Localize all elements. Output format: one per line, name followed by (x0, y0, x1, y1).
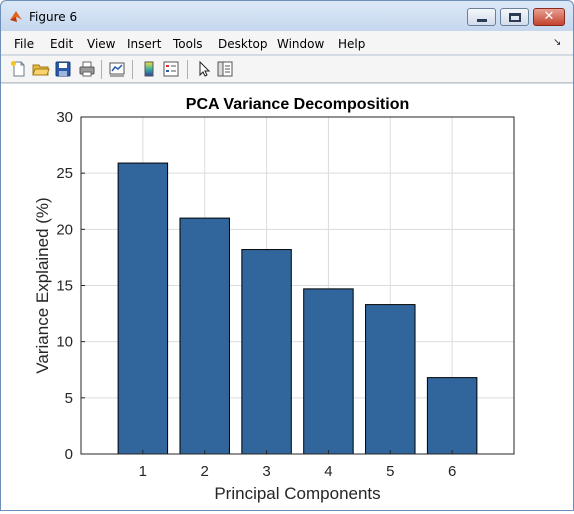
matlab-app-icon (10, 11, 22, 22)
y-tick-label: 10 (56, 334, 73, 351)
toolbar-separator (101, 60, 102, 79)
toolbar-separator (187, 60, 188, 79)
window-title: Figure 6 (29, 10, 78, 24)
x-tick-label: 3 (262, 463, 270, 480)
bar-pc-4 (303, 288, 354, 455)
figure-toolbar (1, 56, 573, 83)
bar-pc-3 (241, 249, 292, 455)
menu-insert[interactable]: Insert (127, 37, 162, 51)
minimize-button[interactable] (467, 8, 496, 26)
menu-bar: File Edit View Insert Tools Desktop Wind… (1, 31, 573, 55)
menu-tools[interactable]: Tools (173, 37, 203, 51)
x-axis-label: Principal Components (214, 484, 380, 503)
menu-help[interactable]: Help (338, 37, 366, 51)
y-tick-label: 25 (56, 165, 73, 182)
link-plot-icon[interactable] (108, 60, 126, 78)
bar-pc-2 (179, 217, 230, 455)
menu-overflow-icon[interactable]: ↘ (553, 37, 562, 48)
minimize-icon (477, 19, 487, 22)
axis-ticks: 0 5 10 15 20 25 30 1 2 3 4 5 6 (56, 109, 456, 480)
menu-view[interactable]: View (87, 37, 116, 51)
y-tick-label: 20 (56, 221, 73, 238)
bar-chart[interactable]: 0 5 10 15 20 25 30 1 2 3 4 5 6 PCA Variance Decompos… (1, 84, 573, 510)
menu-file[interactable]: File (14, 37, 35, 51)
chart-title: PCA Variance Decomposition (186, 96, 409, 113)
print-icon[interactable] (78, 60, 96, 78)
x-tick-label: 1 (139, 463, 147, 480)
x-tick-label: 6 (448, 463, 456, 480)
insert-legend-icon[interactable] (162, 60, 180, 78)
bar-pc-5 (365, 304, 416, 455)
bar-pc-6 (426, 377, 478, 455)
y-axis-label: Variance Explained (%) (33, 197, 52, 373)
new-figure-icon[interactable] (10, 60, 28, 78)
save-icon[interactable] (54, 60, 72, 78)
pointer-icon[interactable] (195, 60, 213, 78)
menu-desktop[interactable]: Desktop (218, 37, 268, 51)
x-tick-label: 5 (386, 463, 394, 480)
insert-colorbar-icon[interactable] (140, 60, 158, 78)
bar-pc-1 (117, 162, 169, 455)
y-tick-label: 5 (65, 390, 73, 407)
maximize-icon (509, 13, 521, 22)
x-tick-label: 4 (324, 463, 332, 480)
menu-window[interactable]: Window (277, 37, 325, 51)
menu-edit[interactable]: Edit (50, 37, 74, 51)
bar-series (117, 162, 478, 455)
y-tick-label: 0 (65, 446, 73, 463)
x-tick-label: 2 (201, 463, 209, 480)
toolbar-separator (132, 60, 133, 79)
close-icon: ✕ (543, 9, 555, 24)
y-tick-label: 15 (56, 278, 73, 295)
open-file-icon[interactable] (32, 60, 50, 78)
maximize-button[interactable] (500, 8, 529, 26)
close-button[interactable]: ✕ (533, 8, 565, 26)
title-bar[interactable]: Figure 6 ✕ (1, 1, 573, 31)
figure-canvas: 0 5 10 15 20 25 30 1 2 3 4 5 6 PCA Variance Decompos… (1, 84, 573, 510)
y-tick-label: 30 (56, 109, 73, 126)
property-inspector-icon[interactable] (216, 60, 234, 78)
